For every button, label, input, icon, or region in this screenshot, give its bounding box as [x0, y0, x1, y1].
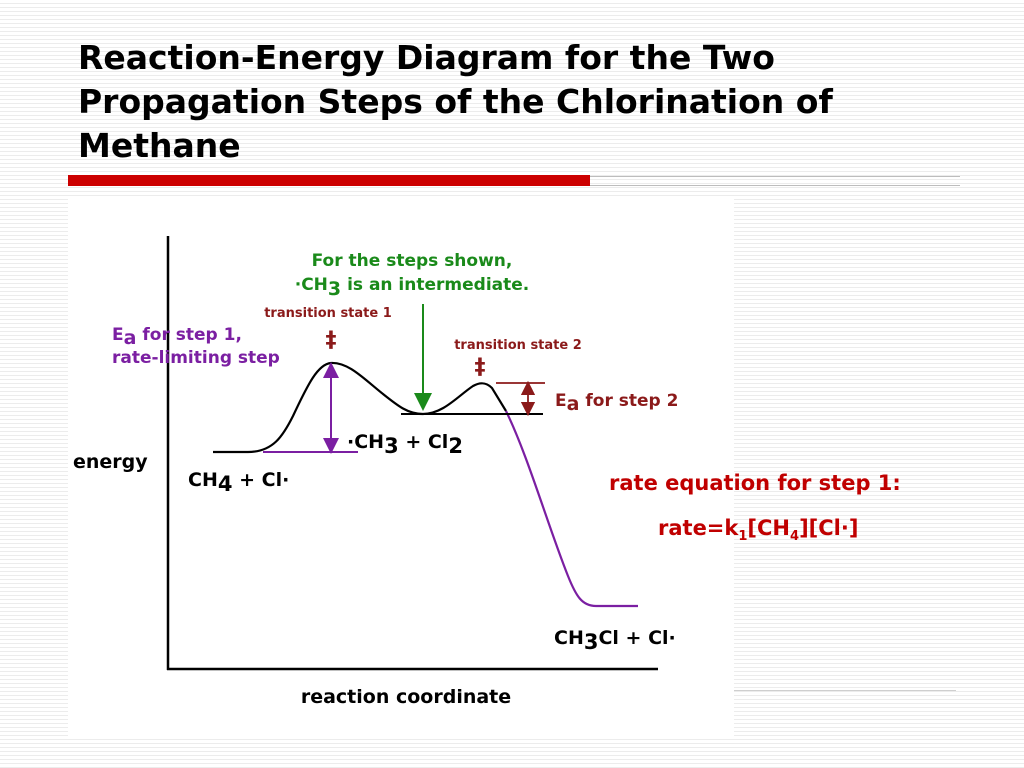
rate-formula-suffix: ][Cl·] — [799, 516, 859, 540]
reactants-label: CH4 + Cl· — [188, 469, 289, 496]
title-rule-red — [68, 175, 590, 186]
intermediate-note-line1: For the steps shown, — [312, 251, 513, 271]
slide-title: Reaction-Energy Diagram for the Two Prop… — [78, 38, 833, 165]
rate-equation-label: rate equation for step 1: — [609, 471, 901, 495]
ts1-symbol: ‡ — [326, 328, 337, 353]
rate-formula-prefix: rate=k — [658, 516, 739, 540]
title-rule-gray — [590, 176, 960, 177]
reaction-curve-step2 — [505, 410, 638, 608]
rate-formula-middle: [CH — [747, 516, 791, 540]
ea1-label-line2: rate-limiting step — [112, 348, 280, 368]
intermediate-note-line2: ·CH3 is an intermediate. — [295, 275, 529, 300]
bottom-rule — [734, 690, 956, 691]
x-axis-label: reaction coordinate — [301, 686, 511, 708]
rate-formula-k-sub: 1 — [738, 529, 748, 545]
rate-equation-formula: rate=k1[CH4][Cl·] — [658, 516, 858, 544]
products-label: CH3Cl + Cl· — [554, 627, 676, 654]
ts2-label: transition state 2 — [454, 338, 582, 353]
y-axis-label: energy — [73, 451, 148, 473]
energy-diagram-panel: For the steps shown, ·CH3 is an intermed… — [68, 196, 734, 736]
title-rule-gray-lower — [590, 185, 960, 186]
rate-formula-ch-sub: 4 — [790, 529, 800, 545]
ea2-label: Ea for step 2 — [555, 391, 678, 415]
ea1-label-line1: Ea for step 1, — [112, 325, 242, 349]
ts2-symbol: ‡ — [475, 355, 486, 380]
ts1-label: transition state 1 — [264, 306, 392, 321]
intermediate-label: ·CH3 + Cl2 — [347, 431, 463, 458]
reaction-curve-step1 — [213, 361, 507, 454]
energy-diagram: For the steps shown, ·CH3 is an intermed… — [73, 236, 678, 708]
